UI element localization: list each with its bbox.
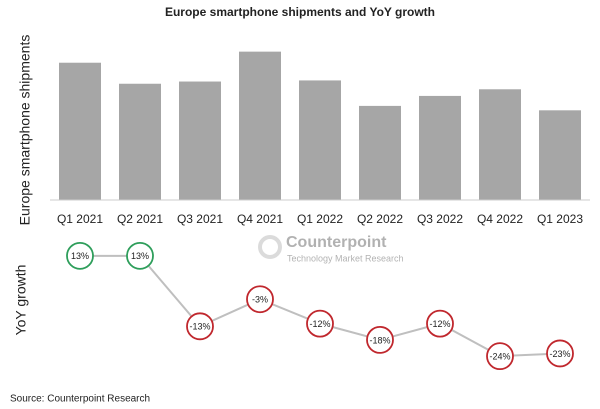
x-tick-label: Q1 2023 xyxy=(537,212,583,226)
bar xyxy=(479,89,521,200)
bar xyxy=(119,83,161,200)
point xyxy=(246,285,274,314)
point xyxy=(306,309,334,338)
bar xyxy=(419,95,461,200)
watermark-name: Counterpoint xyxy=(286,234,387,251)
point xyxy=(186,312,214,341)
line xyxy=(80,254,561,358)
chart-title: Europe smartphone shipments and YoY grow… xyxy=(165,5,435,19)
point xyxy=(546,339,574,368)
source: Source: Counterpoint Research xyxy=(10,394,150,405)
x-tick-label: Q1 2022 xyxy=(297,212,343,226)
watermark: Counterpoint Technology Market Research xyxy=(258,234,404,263)
point xyxy=(366,325,394,354)
bar xyxy=(299,80,341,200)
data-label: -18% xyxy=(369,335,390,345)
watermark-logo xyxy=(258,235,282,259)
x-tick-label: Q3 2021 xyxy=(177,212,223,226)
data-label: -3% xyxy=(252,295,268,305)
point xyxy=(486,342,514,371)
data-label: -12% xyxy=(309,319,330,329)
point xyxy=(426,309,454,338)
bar xyxy=(179,81,221,200)
data-label: -13% xyxy=(189,322,210,332)
bar xyxy=(359,105,401,200)
data-label: 13% xyxy=(131,251,149,261)
y-axis-label: Europe smartphone shipments xyxy=(17,35,33,226)
x-tick-label: Q2 2021 xyxy=(117,212,163,226)
point xyxy=(66,241,94,270)
data-label: -24% xyxy=(489,352,510,362)
bar xyxy=(59,62,101,200)
x-tick-label: Q3 2022 xyxy=(417,212,463,226)
x-tick-label: Q4 2021 xyxy=(237,212,283,226)
x-tick-label: Q1 2021 xyxy=(57,212,103,226)
y-axis-label: YoY growth xyxy=(13,265,29,336)
point xyxy=(126,241,154,270)
data-label: 13% xyxy=(71,251,89,261)
data-label: -12% xyxy=(429,319,450,329)
x-tick-label: Q2 2022 xyxy=(357,212,403,226)
watermark-tagline: Technology Market Research xyxy=(287,253,404,263)
bar xyxy=(539,110,581,200)
bar xyxy=(239,51,281,201)
data-label: -23% xyxy=(549,349,570,359)
x-tick-label: Q4 2022 xyxy=(477,212,523,226)
